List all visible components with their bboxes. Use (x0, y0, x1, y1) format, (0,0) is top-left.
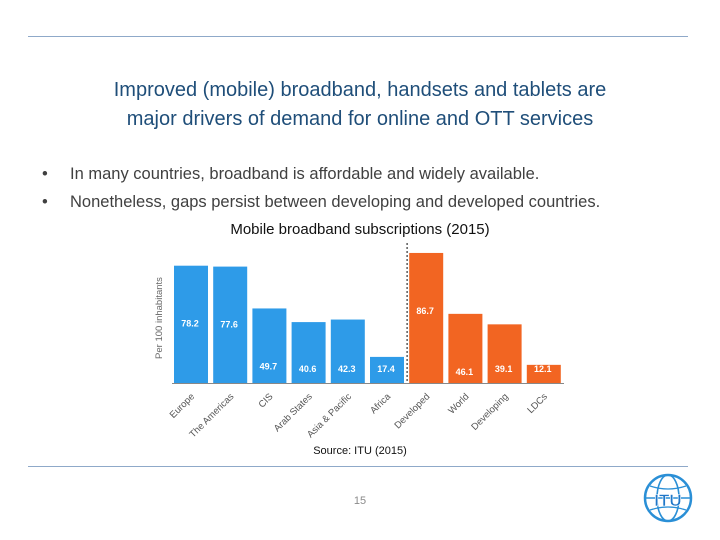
bar-value-label: 40.6 (299, 364, 317, 374)
bar-value-label: 17.4 (377, 364, 395, 374)
itu-logo-icon: ITU (643, 473, 693, 523)
top-rule (28, 36, 688, 37)
bullet-dot-icon: • (42, 193, 48, 211)
bar-value-label: 12.1 (534, 364, 552, 374)
x-tick-label: Africa (368, 391, 393, 416)
bullet-list: • In many countries, broadband is afforda… (42, 160, 600, 216)
bar-developed (409, 252, 444, 383)
bullet-item: • In many countries, broadband is afforda… (42, 160, 600, 188)
bar-arab-states (291, 322, 326, 383)
bar-world (448, 313, 483, 383)
bullet-text: In many countries, broadband is affordab… (70, 165, 540, 183)
slide-title-line-2: major drivers of demand for online and O… (126, 108, 594, 130)
bar-cis (252, 308, 287, 383)
bar-europe (174, 265, 208, 383)
y-axis-label: Per 100 inhabitants (154, 277, 165, 359)
source-note: Source: ITU (2015) (313, 445, 407, 457)
bullet-dot-icon: • (42, 165, 48, 183)
x-tick-label: Developed (392, 391, 432, 431)
bar-value-label: 78.2 (181, 319, 199, 329)
page-number: 15 (353, 495, 367, 507)
x-tick-label: LDCs (525, 391, 550, 416)
bar-the-americas (213, 266, 248, 383)
x-tick-label: Europe (168, 391, 197, 420)
bar-ldcs (526, 364, 561, 383)
chart-title: Mobile broadband subscriptions (2015) (230, 221, 490, 238)
bar-value-label: 42.3 (338, 364, 356, 374)
bullet-item: • Nonetheless, gaps persist between devel… (42, 188, 600, 216)
bar-value-label: 46.1 (456, 367, 474, 377)
bar-africa (370, 356, 404, 383)
bar-value-label: 86.7 (416, 306, 434, 316)
x-tick-label: Developing (469, 391, 510, 432)
slide-title-line-1: Improved (mobile) broadband, handsets an… (113, 79, 607, 101)
bullet-text: Nonetheless, gaps persist between develo… (70, 193, 601, 211)
bar-value-label: 49.7 (260, 361, 278, 371)
bar-value-label: 39.1 (495, 364, 513, 374)
bar-value-label: 77.6 (220, 320, 238, 330)
bottom-rule (28, 466, 688, 467)
slide-title: Improved (mobile) broadband, handsets an… (40, 76, 680, 134)
x-tick-label: World (446, 391, 471, 416)
bar-asia-pacific (330, 319, 365, 383)
svg-text:ITU: ITU (654, 491, 681, 510)
bar-developing (487, 324, 522, 383)
x-tick-label: CIS (257, 391, 276, 410)
